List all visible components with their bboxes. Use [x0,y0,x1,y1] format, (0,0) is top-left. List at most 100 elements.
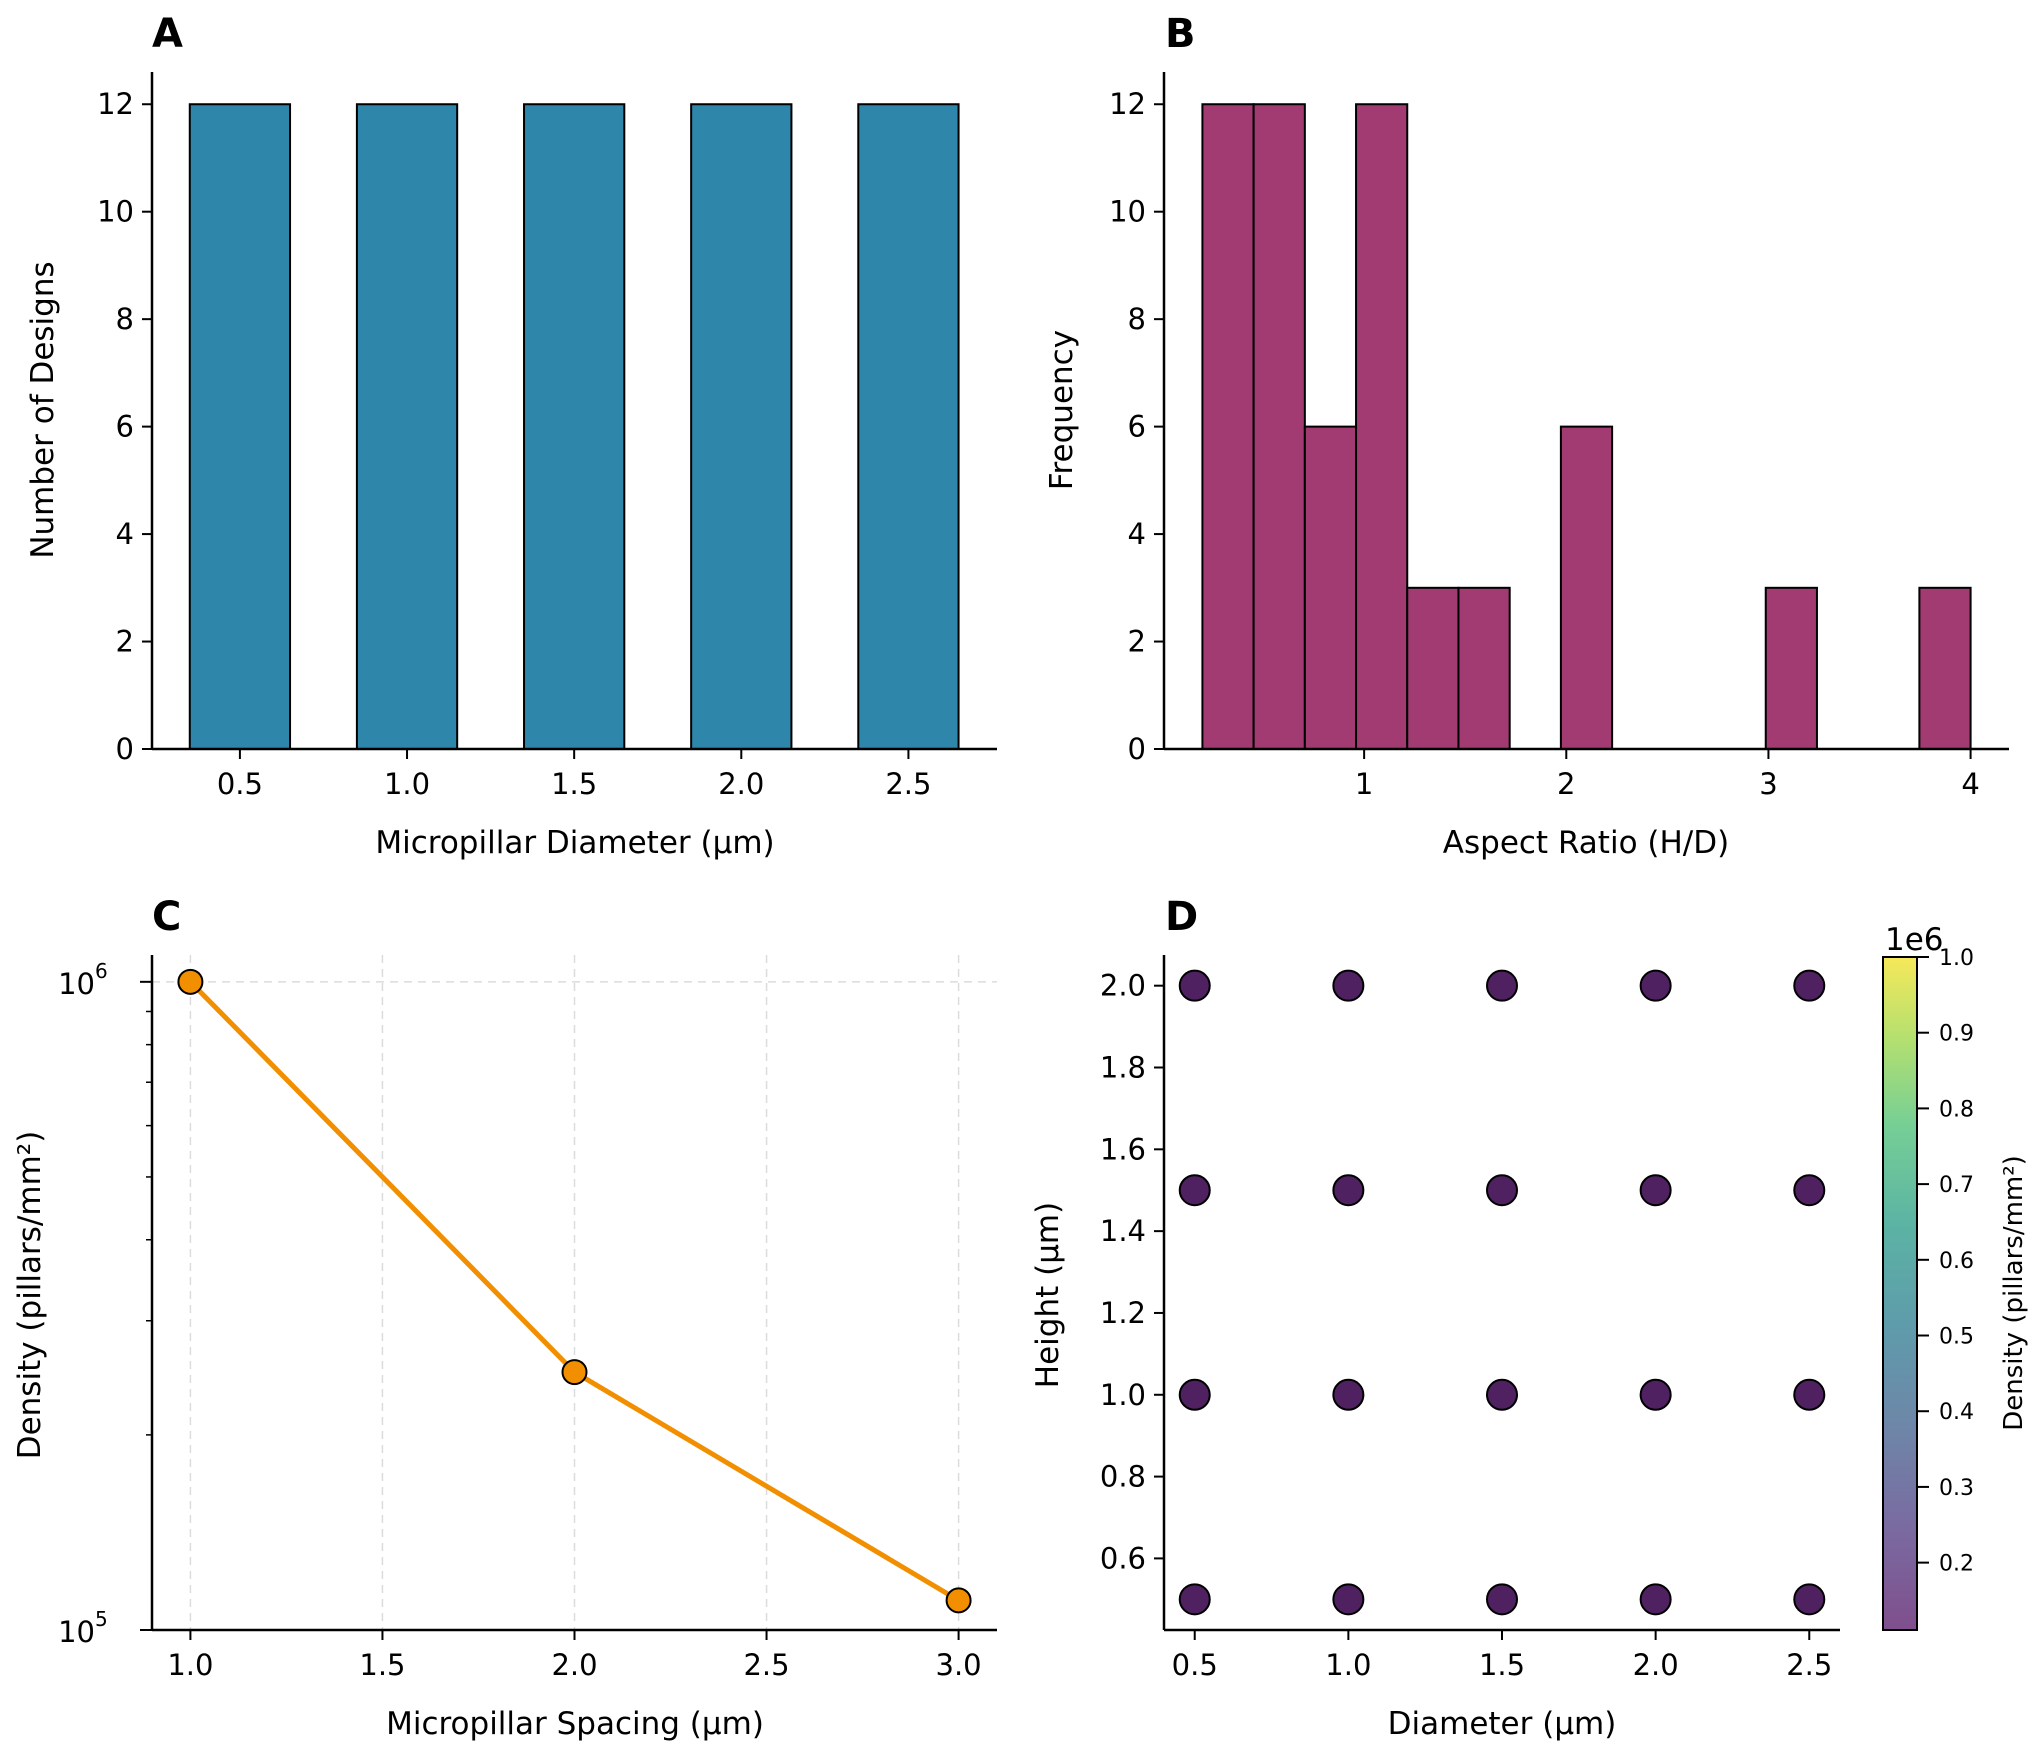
bar [690,103,793,750]
histogram-bar [1918,586,1972,750]
x-axis-label-c: Micropillar Spacing (µm) [386,1706,764,1742]
panel-label-a: A [152,11,183,57]
panel-d: D 0.5 1.0 1.5 2.0 2.5 0.6 0.8 1.0 1.2 1.4 1.6 1.8 2.… [1030,894,2029,1742]
scatter-point [1178,1174,1211,1207]
scatter-point [1332,1174,1365,1207]
colorbar-tick-label: 0.2 [1939,1552,1974,1577]
y-axis-label-b: Frequency [1044,330,1080,490]
colorbar-tick-label: 0.7 [1939,1173,1974,1198]
bar [857,103,960,750]
y-tick-label: 2.0 [1100,969,1146,1003]
data-point [561,1359,588,1386]
x-tick-label: 3.0 [936,1648,982,1682]
colorbar-label: Density (pillars/mm²) [1999,1155,2029,1431]
x-tick-label: 1.5 [551,767,597,801]
y-tick-label: 0.8 [1100,1460,1146,1494]
x-tick-label: 2.5 [1786,1648,1832,1682]
x-tick-label: 2.5 [743,1648,789,1682]
y-tick-label: 12 [1109,87,1146,121]
scatter-point [1332,969,1365,1002]
scatter-point [1486,969,1518,1002]
scatter-point [1178,1583,1211,1616]
histogram-bar [1559,425,1614,750]
y-tick-label: 10 [58,1615,95,1649]
data-point [945,1587,972,1614]
y-tick-label: 0 [1128,732,1146,766]
y-tick-label: 10 [58,967,95,1001]
y-tick-label: 0 [116,732,134,766]
x-tick-label: 2.5 [885,767,931,801]
y-tick-label: 1.6 [1100,1132,1146,1166]
panel-label-b: B [1165,11,1196,57]
histogram-bar [1201,103,1255,750]
scatter-point [1793,969,1826,1002]
histogram-bar [1406,586,1460,750]
scatter-point [1332,1378,1365,1411]
y-tick-label: 2 [1128,625,1146,659]
scatter-point [1639,1583,1672,1616]
colorbar-tick-label: 0.6 [1939,1249,1974,1274]
scatter-point [1486,1378,1518,1411]
y-tick-label: 6 [1128,410,1146,444]
colorbar-tick-label: 0.9 [1939,1022,1974,1047]
scatter-point [1639,1378,1672,1411]
x-tick-label: 0.5 [217,767,263,801]
bar [188,103,292,750]
bar [523,103,626,750]
panel-a: A 0.5 1.0 1.5 2.0 2.5 0 2 4 6 8 10 12 Micropillar D… [25,11,997,861]
bar [355,103,459,750]
y-tick-label: 1.8 [1100,1051,1146,1085]
histogram-bar [1252,103,1306,750]
x-tick-label: 2.0 [718,767,764,801]
scatter-point [1793,1174,1826,1207]
scatter-point [1793,1378,1826,1411]
y-tick-label: 10 [1109,195,1146,229]
y-tick-label: 12 [97,87,134,121]
histogram-bar [1303,425,1358,750]
y-tick-exponent: 5 [95,1607,108,1631]
y-tick-label: 4 [116,517,134,551]
histogram-bar [1355,103,1409,750]
colorbar-tick-label: 0.8 [1939,1097,1974,1122]
x-axis-label-d: Diameter (µm) [1388,1706,1617,1742]
x-tick-label: 1.0 [167,1648,213,1682]
scatter-point [1639,969,1672,1002]
y-tick-label: 8 [116,302,134,336]
histogram-bar [1457,586,1511,750]
scatter-point [1793,1583,1826,1616]
x-tick-label: 2.0 [1633,1648,1679,1682]
x-tick-label: 1.0 [1325,1648,1371,1682]
scatter-point [1639,1174,1672,1207]
scatter-point [1486,1583,1518,1616]
y-tick-label: 0.6 [1100,1541,1146,1575]
y-tick-exponent: 6 [95,959,108,983]
y-tick-label: 8 [1128,302,1146,336]
scatter-point [1332,1583,1365,1616]
panel-label-d: D [1165,894,1198,940]
x-tick-label: 0.5 [1172,1648,1218,1682]
y-tick-label: 2 [116,625,134,659]
y-tick-label: 1.4 [1100,1214,1146,1248]
y-axis-label-c: Density (pillars/mm²) [12,1131,48,1460]
colorbar-tick-label: 0.3 [1939,1476,1974,1501]
scatter-point [1486,1174,1518,1207]
data-point [177,968,204,995]
y-tick-label: 1.0 [1100,1378,1146,1412]
y-axis-label-a: Number of Designs [25,261,61,558]
x-tick-label: 1.5 [359,1648,405,1682]
x-tick-label: 2.0 [551,1648,597,1682]
x-tick-label: 1 [1355,767,1373,801]
panel-label-c: C [152,894,181,940]
colorbar-offset-text: 1e6 [1885,922,1944,958]
scatter-point [1178,1378,1211,1411]
histogram-bar [1764,586,1818,750]
x-tick-label: 3 [1759,767,1777,801]
y-axis-label-d: Height (µm) [1030,1202,1066,1388]
colorbar-gradient [1882,956,1918,1631]
scatter-point [1178,969,1211,1002]
x-tick-label: 2 [1557,767,1575,801]
colorbar-tick-label: 1.0 [1939,946,1974,971]
x-axis-label-a: Micropillar Diameter (µm) [375,825,774,861]
colorbar-tick-label: 0.5 [1939,1325,1974,1350]
